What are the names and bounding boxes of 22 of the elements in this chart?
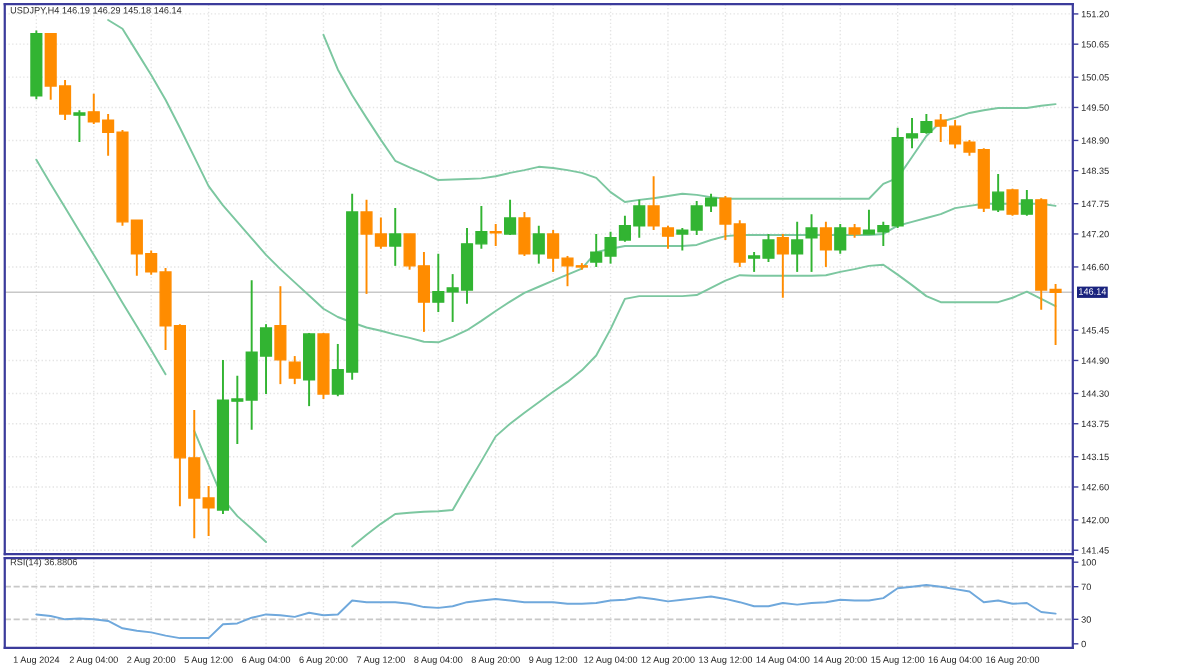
candlestick [819, 220, 832, 268]
line-series [107, 19, 1057, 344]
line-series [35, 584, 1057, 640]
candlestick [791, 220, 804, 273]
candlestick [776, 232, 789, 299]
candlestick [532, 224, 545, 265]
candlestick [805, 213, 818, 273]
candlestick [1006, 187, 1019, 217]
candlestick [661, 224, 675, 250]
candlestick [303, 331, 316, 408]
candlestick [274, 285, 287, 386]
candlestick [503, 198, 517, 237]
candlestick [992, 173, 1005, 213]
candlestick [647, 175, 660, 232]
candlestick [518, 210, 531, 257]
candlestick [1020, 188, 1033, 217]
candlestick [288, 355, 301, 386]
candlestick [834, 223, 847, 255]
candlestick [920, 113, 933, 135]
candlestick [389, 207, 402, 267]
candlestick [73, 109, 86, 144]
candlestick [489, 223, 502, 248]
